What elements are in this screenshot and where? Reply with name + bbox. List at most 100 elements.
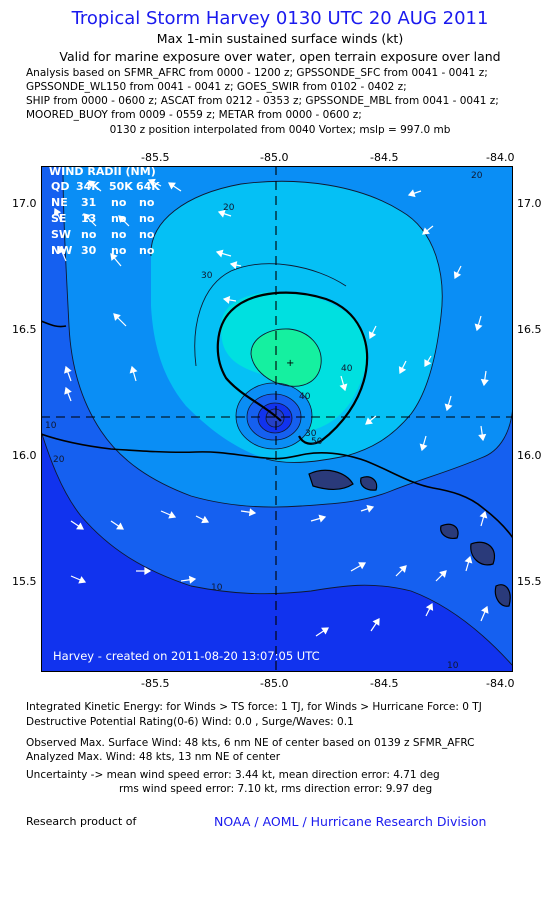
contour-50 (250, 328, 322, 387)
wind-vector-head (439, 570, 447, 578)
wind-radii-header: 34K (76, 180, 100, 193)
coastline (41, 320, 513, 539)
contour-label: 10 (45, 421, 57, 431)
contour-label: 20 (471, 171, 483, 181)
map-created-stamp: Harvey - created on 2011-08-20 13:07:05 … (53, 649, 320, 663)
wind-vector-head (248, 508, 257, 517)
contour-label: 40 (341, 364, 353, 374)
wind-radii-cell: 30 (81, 244, 97, 257)
analysis-line: Analysis based on SFMR_AFRC from 0000 - … (26, 67, 488, 79)
wind-vector-head (419, 443, 428, 452)
analyzed-max-wind: Analyzed Max. Wind: 48 kts, 13 nm NE of … (26, 751, 281, 763)
lat-tick-left: 16.5 (12, 323, 37, 336)
uncertainty-rms: rms wind speed error: 7.10 kt, rms direc… (119, 783, 433, 795)
wind-vector-head (444, 403, 453, 412)
contour-40-outer (194, 263, 347, 367)
lon-tick-bottom: -85.5 (141, 677, 170, 690)
wind-vector-head (64, 365, 72, 374)
analysis-line: GPSSONDE_WL150 from 0041 - 0041 z; GOES_… (26, 81, 407, 93)
max-wind-marker: + (286, 358, 294, 369)
observed-max-wind: Observed Max. Surface Wind: 48 kts, 6 nm… (26, 737, 475, 749)
lat-tick-right: 17.0 (517, 197, 542, 210)
wind-vector-head (339, 383, 348, 392)
wind-vector-head (53, 207, 62, 216)
contour-34-kt (216, 291, 369, 445)
wind-vector-head (368, 331, 377, 340)
wind-vector-head (201, 515, 210, 524)
wind-radii-title: WIND RADII (NM) (49, 166, 156, 178)
wind-vector-head (118, 215, 126, 223)
wind-vector-head (407, 189, 416, 198)
wind-vector-head (229, 261, 238, 270)
contour-label: 20 (223, 203, 235, 213)
position-note: 0130 z position interpolated from 0040 V… (109, 124, 451, 136)
wind-vector-head (58, 245, 66, 254)
wind-vector-head (222, 295, 231, 304)
wind-radii-cell: SW (51, 228, 71, 241)
lat-tick-left: 16.0 (12, 449, 37, 462)
contour-label: 30 (201, 271, 213, 281)
wind-radii-cell: no (139, 228, 155, 241)
lat-tick-right: 16.0 (517, 449, 542, 462)
lat-tick-right: 16.5 (517, 323, 542, 336)
wind-vector-head (110, 253, 118, 261)
wind-band-50 (251, 328, 322, 387)
wind-vector-head (215, 249, 224, 258)
lat-tick-left: 15.5 (12, 575, 37, 588)
analysis-line: SHIP from 0000 - 0600 z; ASCAT from 0212… (26, 95, 499, 107)
contour-label: 10 (211, 583, 223, 593)
contour-10 (41, 430, 513, 667)
bay-islands (308, 469, 511, 607)
wind-vector-head (481, 605, 489, 614)
contour-label: 50 (311, 437, 323, 447)
lat-tick-right: 15.5 (517, 575, 542, 588)
wind-vector-head (372, 618, 380, 626)
wind-radii-cell: no (139, 196, 155, 209)
wind-radii-cell: no (111, 228, 127, 241)
wind-vector-head (78, 576, 87, 584)
wind-radii-cell: 13 (81, 212, 96, 225)
wind-vector-head (422, 227, 430, 235)
wind-vector-head (88, 180, 96, 188)
contour-label: 30 (305, 429, 317, 439)
analysis-line: MOORED_BUOY from 0009 - 0559 z; METAR fr… (26, 109, 362, 121)
lon-tick-top: -85.0 (260, 151, 289, 164)
dpr-text: Destructive Potential Rating(0-6) Wind: … (26, 716, 354, 728)
wind-vector-head (168, 511, 177, 519)
map-frame (41, 166, 513, 672)
map-subtitle-exposure: Valid for marine exposure over water, op… (59, 49, 501, 64)
lon-tick-top: -85.5 (141, 151, 170, 164)
lat-tick-left: 17.0 (12, 197, 37, 210)
wind-vector-head (478, 433, 487, 442)
wind-vector-head (321, 627, 329, 635)
wind-vector-head (358, 562, 367, 570)
wind-vector-head (365, 417, 373, 425)
contour-label: 10 (447, 661, 459, 671)
wind-vector-head (424, 359, 432, 367)
wind-vector-head (366, 504, 375, 513)
lon-tick-bottom: -84.5 (370, 677, 399, 690)
wind-vector-head (453, 271, 462, 280)
wind-radii-cell: NW (51, 244, 72, 257)
wind-vector-head (64, 386, 72, 395)
contour-20 (62, 166, 513, 508)
wind-radii-cell: no (81, 228, 97, 241)
wind-vector-head (399, 565, 407, 573)
ike-text: Integrated Kinetic Energy: for Winds > T… (26, 701, 482, 713)
wind-radii-cell: NE (51, 196, 68, 209)
contour-label: 20 (53, 455, 65, 465)
credit-organization-link[interactable]: NOAA / AOML / Hurricane Research Divisio… (214, 814, 487, 829)
wind-vector-head (479, 510, 488, 519)
lon-tick-top: -84.5 (370, 151, 399, 164)
wind-vector-head (188, 575, 197, 584)
wind-radii-cell: no (139, 244, 155, 257)
wind-vector-head (398, 366, 407, 375)
wind-field-map: 10 20 30 40 50 30 40 20 10 10 20 (41, 166, 513, 672)
wind-radii-cell: no (111, 244, 127, 257)
map-title: Tropical Storm Harvey 0130 UTC 20 AUG 20… (71, 8, 489, 29)
wind-vector-head (83, 213, 91, 221)
wind-vector-head (217, 209, 226, 218)
wind-radii-header: 50K (109, 180, 133, 193)
wind-vector-head (144, 566, 152, 576)
lon-tick-top: -84.0 (486, 151, 515, 164)
